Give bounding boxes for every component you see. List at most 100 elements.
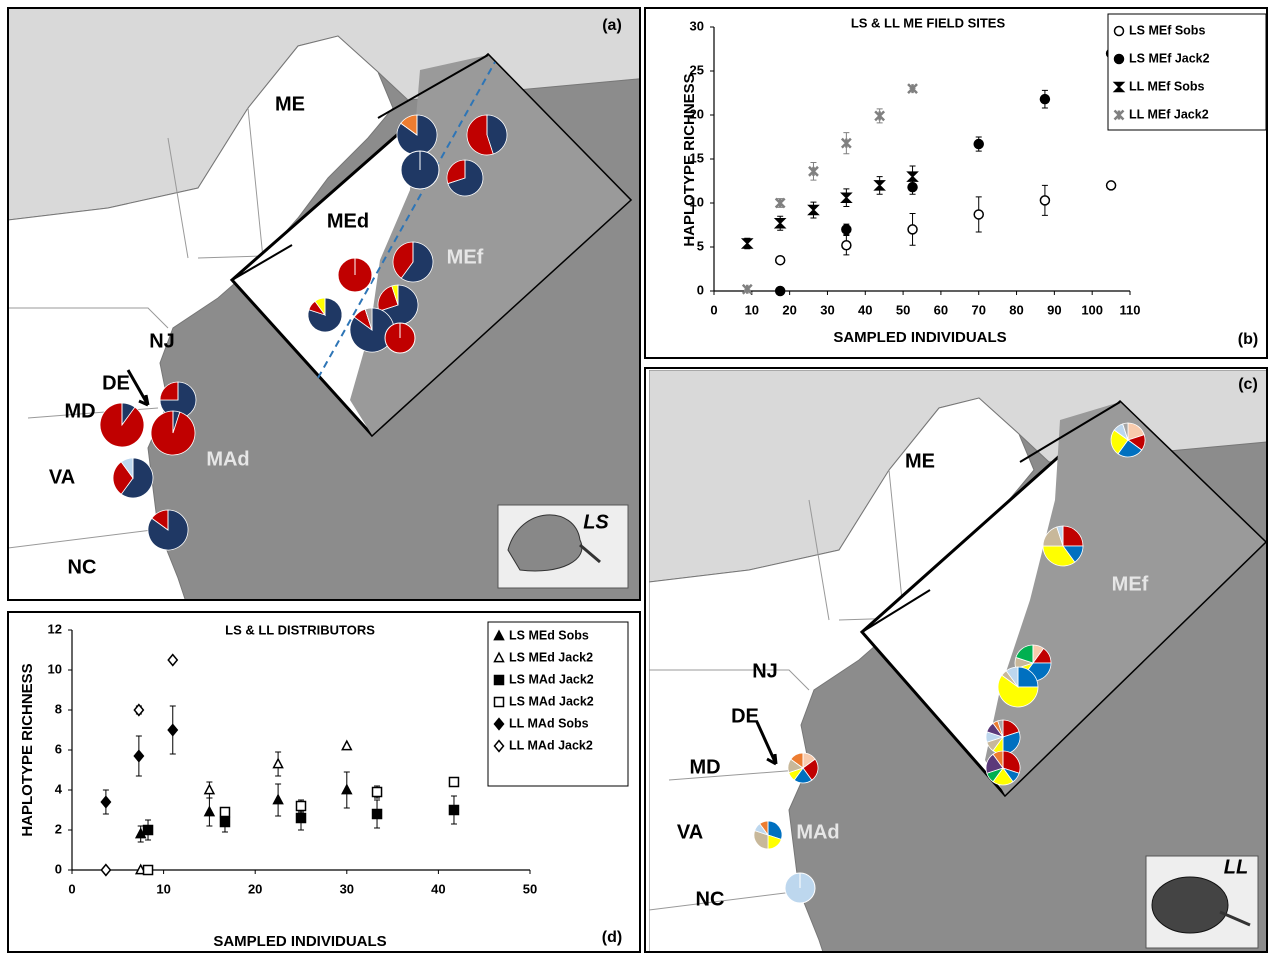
marker <box>134 751 143 762</box>
marker <box>908 172 917 181</box>
pie <box>393 242 433 282</box>
x-tick-label: 0 <box>68 881 75 896</box>
marker <box>842 225 851 234</box>
pie <box>397 115 437 155</box>
region-label: MEf <box>1112 573 1149 595</box>
y-tick-label: 0 <box>55 861 62 876</box>
region-label: MD <box>64 400 95 422</box>
y-tick-label: 4 <box>55 781 63 796</box>
pie <box>754 821 782 849</box>
legend-label: LS MAd Jack2 <box>509 672 594 686</box>
marker <box>134 705 143 716</box>
x-tick-label: 30 <box>820 302 834 317</box>
x-tick-label: 40 <box>431 881 445 896</box>
marker <box>1115 55 1124 64</box>
y-tick-label: 12 <box>48 621 62 636</box>
y-tick-label: 10 <box>48 661 62 676</box>
marker <box>373 810 382 819</box>
x-tick-label: 80 <box>1009 302 1023 317</box>
marker <box>974 140 983 149</box>
x-tick-label: 0 <box>710 302 717 317</box>
marker <box>1115 27 1124 36</box>
pie <box>1043 526 1083 566</box>
marker <box>373 788 382 797</box>
marker <box>842 193 851 202</box>
x-tick-label: 100 <box>1081 302 1103 317</box>
marker <box>144 866 153 875</box>
marker <box>220 818 229 827</box>
badge-label: LL <box>1224 856 1248 878</box>
region-label: NJ <box>149 330 175 352</box>
series <box>101 706 177 814</box>
marker <box>449 806 458 815</box>
series <box>136 772 351 842</box>
marker <box>743 239 752 248</box>
marker <box>342 785 351 794</box>
pie <box>986 720 1020 754</box>
marker <box>297 802 306 811</box>
marker <box>776 199 785 208</box>
legend-label: LL MEf Sobs <box>1129 79 1205 93</box>
pie <box>385 323 415 353</box>
y-tick-label: 8 <box>55 701 62 716</box>
pie <box>467 115 507 155</box>
marker <box>1040 196 1049 205</box>
marker <box>908 225 917 234</box>
marker <box>776 219 785 228</box>
series <box>743 166 917 249</box>
region-label: NC <box>68 556 97 578</box>
marker <box>342 741 351 750</box>
legend-label: LL MEf Jack2 <box>1129 107 1209 121</box>
x-tick-label: 30 <box>340 881 354 896</box>
marker <box>449 778 458 787</box>
x-tick-label: 60 <box>934 302 948 317</box>
legend-label: LS MEf Sobs <box>1129 23 1205 37</box>
x-axis-label: SAMPLED INDIVIDUALS <box>833 329 1006 346</box>
series <box>743 84 917 294</box>
pie <box>100 403 144 447</box>
marker <box>220 808 229 817</box>
marker <box>274 795 283 804</box>
region-label: VA <box>677 821 703 843</box>
region-label: VA <box>49 466 75 488</box>
chart-title: LS & LL DISTRIBUTORS <box>225 622 375 637</box>
region-label: ME <box>275 93 305 115</box>
x-tick-label: 10 <box>745 302 759 317</box>
x-tick-label: 20 <box>782 302 796 317</box>
pie <box>151 411 195 455</box>
marker <box>809 206 818 215</box>
marker <box>495 676 504 685</box>
marker <box>101 865 110 876</box>
x-tick-label: 20 <box>248 881 262 896</box>
pie <box>113 458 153 498</box>
marker <box>168 655 177 666</box>
marker <box>495 698 504 707</box>
x-tick-label: 50 <box>523 881 537 896</box>
region-label: MAd <box>206 448 249 470</box>
legend-label: LL MAd Sobs <box>509 716 589 730</box>
y-tick-label: 30 <box>690 18 704 33</box>
marker <box>875 181 884 190</box>
marker <box>168 725 177 736</box>
legend-label: LS MEd Jack2 <box>509 650 593 664</box>
panel-label: (b) <box>1238 331 1258 348</box>
x-tick-label: 40 <box>858 302 872 317</box>
x-tick-label: 10 <box>156 881 170 896</box>
marker <box>974 210 983 219</box>
marker <box>776 256 785 265</box>
pie <box>986 751 1020 785</box>
chart-title: LS & LL ME FIELD SITES <box>851 15 1006 30</box>
y-axis-label: HAPLOTYPE RICHNESS <box>19 663 36 836</box>
y-tick-label: 6 <box>55 741 62 756</box>
region-label: ME <box>905 450 935 472</box>
marker <box>1040 95 1049 104</box>
series <box>776 181 1116 265</box>
marker <box>809 167 818 176</box>
pie <box>308 298 342 332</box>
pie <box>1111 423 1145 457</box>
badge-label: LS <box>583 511 609 533</box>
marker <box>842 241 851 250</box>
marker <box>875 111 884 120</box>
marker <box>908 84 917 93</box>
panel-label: (d) <box>602 929 622 946</box>
